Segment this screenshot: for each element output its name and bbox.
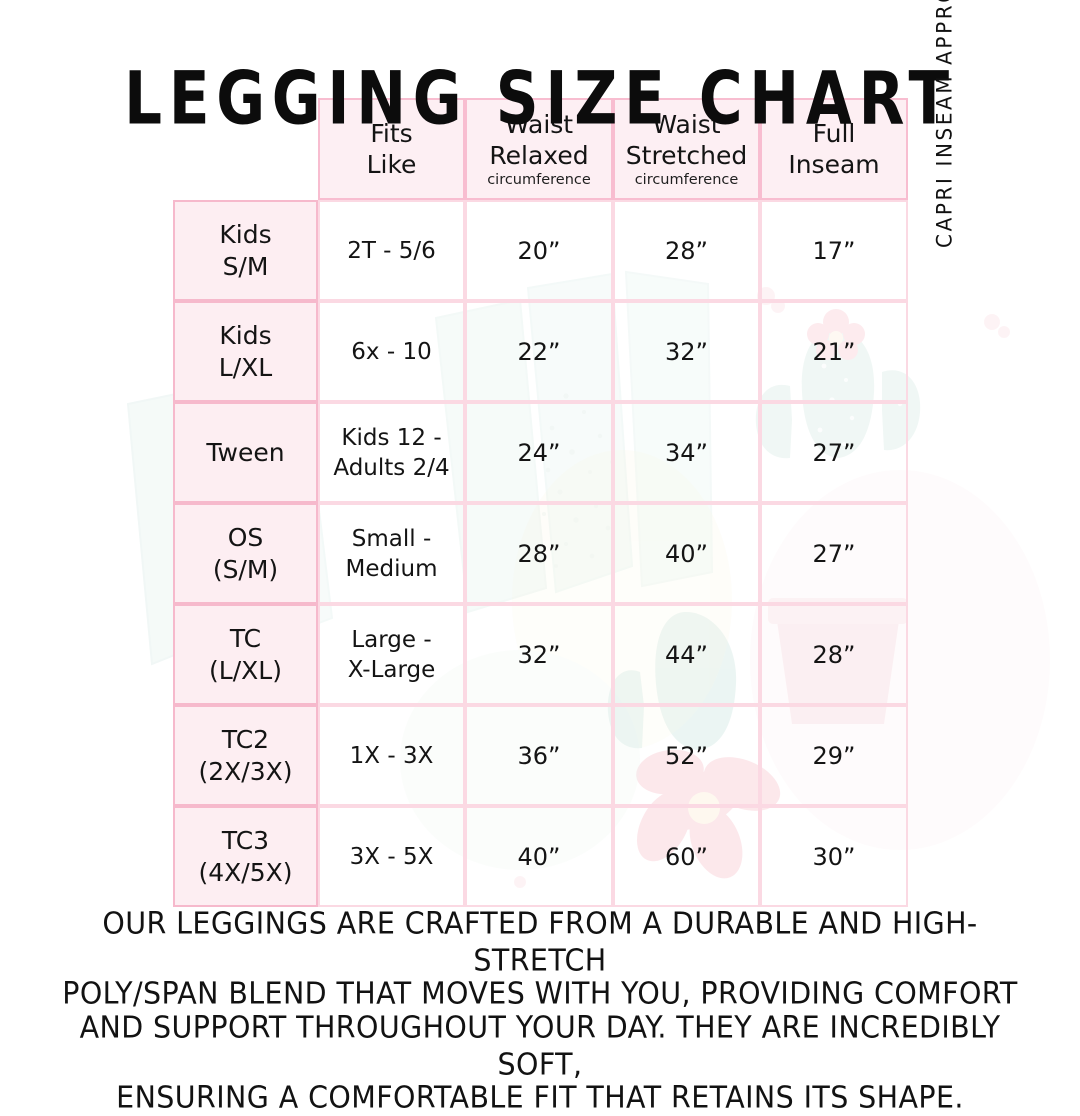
row-label-line1: TC [229,623,262,653]
cell-waist-stretched: 40” [613,503,760,604]
column-header-waist-relaxed: Waist Relaxed circumference [465,98,613,200]
cell-fits-like-line2: Adults 2/4 [333,454,450,481]
footer-line-1: OUR LEGGINGS ARE CRAFTED FROM A DURABLE … [102,905,978,978]
cell-fits-like: 1X - 3X [318,705,465,806]
row-label-line2: S/M [222,251,269,281]
row-label-line2: (2X/3X) [198,756,293,786]
cell-waist-stretched: 32” [613,301,760,402]
table-row: OS (S/M) Small - Medium 28” 40” 27” [173,503,908,604]
cell-fits-like-line1: 6x - 10 [351,338,432,365]
table-row: TC2 (2X/3X) 1X - 3X 36” 52” 29” [173,705,908,806]
cell-waist-relaxed: 20” [465,200,613,301]
table-header: Fits Like Waist Relaxed circumference Wa… [173,98,908,200]
table-header-row: Fits Like Waist Relaxed circumference Wa… [173,98,908,200]
cell-waist-relaxed: 36” [465,705,613,806]
row-label-kids-lxl: Kids L/XL [173,301,318,402]
table-row: Kids L/XL 6x - 10 22” 32” 21” [173,301,908,402]
footer-line-4: ENSURING A COMFORTABLE FIT THAT RETAINS … [116,1079,964,1115]
column-header-waist-relaxed-line2: Relaxed [489,141,589,170]
row-label-line2: (4X/5X) [198,857,293,887]
cell-fits-like-line2: X-Large [347,656,436,683]
cell-fits-like-line1: 3X - 5X [349,843,434,870]
row-label-line1: OS [227,522,264,552]
cell-fits-like-line1: Kids 12 - [341,424,442,451]
capri-inseam-note: CAPRI INSEAM APPROX 8 INCHES SHORTER [931,0,956,248]
cell-fits-like: Small - Medium [318,503,465,604]
cell-full-inseam: 29” [760,705,908,806]
table-row: Kids S/M 2T - 5/6 20” 28” 17” [173,200,908,301]
cell-waist-stretched: 28” [613,200,760,301]
row-label-tc2-2x3x: TC2 (2X/3X) [173,705,318,806]
cell-waist-relaxed: 24” [465,402,613,503]
row-label-os-sm: OS (S/M) [173,503,318,604]
column-header-waist-stretched-sub: circumference [634,172,739,188]
column-header-fits-like-line2: Like [366,150,417,179]
row-label-tc3-4x5x: TC3 (4X/5X) [173,806,318,907]
cell-fits-like: 6x - 10 [318,301,465,402]
page-title: LEGGING SIZE CHART [124,54,956,141]
cell-full-inseam: 30” [760,806,908,907]
row-label-line1: Tween [206,437,285,467]
cell-fits-like-line1: 2T - 5/6 [347,237,436,264]
cell-fits-like-line1: 1X - 3X [349,742,434,769]
cell-waist-relaxed: 32” [465,604,613,705]
row-label-line1: TC3 [221,825,270,855]
cell-waist-relaxed: 28” [465,503,613,604]
column-header-waist-stretched: Waist Stretched circumference [613,98,760,200]
footer-line-2: POLY/SPAN BLEND THAT MOVES WITH YOU, PRO… [62,975,1018,1011]
cell-waist-stretched: 34” [613,402,760,503]
cell-full-inseam: 27” [760,402,908,503]
cell-waist-stretched: 60” [613,806,760,907]
cell-fits-like: 3X - 5X [318,806,465,907]
legging-size-chart-table: Fits Like Waist Relaxed circumference Wa… [173,98,908,907]
cell-fits-like: Kids 12 - Adults 2/4 [318,402,465,503]
cell-fits-like: Large - X-Large [318,604,465,705]
cell-fits-like-line1: Large - [351,626,432,653]
row-label-tween: Tween [173,402,318,503]
column-header-fits-like-line1: Fits [370,119,413,148]
cell-fits-like: 2T - 5/6 [318,200,465,301]
cell-full-inseam: 27” [760,503,908,604]
row-label-line2: L/XL [218,352,273,382]
footer-line-3: AND SUPPORT THROUGHOUT YOUR DAY. THEY AR… [79,1009,1001,1081]
table-row: Tween Kids 12 - Adults 2/4 24” 34” 27” [173,402,908,503]
row-label-tc-lxl: TC (L/XL) [173,604,318,705]
row-label-line2: (L/XL) [209,655,282,685]
row-label-kids-sm: Kids S/M [173,200,318,301]
column-header-waist-stretched-line2: Stretched [625,141,748,170]
column-header-waist-relaxed-sub: circumference [487,172,591,188]
cell-waist-relaxed: 40” [465,806,613,907]
cell-waist-stretched: 52” [613,705,760,806]
column-header-fits-like: Fits Like [318,98,465,200]
column-header-waist-stretched-line1: Waist [652,110,721,139]
table-body: Kids S/M 2T - 5/6 20” 28” 17” Kids L/XL … [173,200,908,907]
row-label-line1: Kids [219,320,272,350]
table-row: TC3 (4X/5X) 3X - 5X 40” 60” 30” [173,806,908,907]
table-row: TC (L/XL) Large - X-Large 32” 44” 28” [173,604,908,705]
cell-full-inseam: 21” [760,301,908,402]
row-label-line2: (S/M) [212,554,279,584]
column-header-full-inseam-line1: Full [812,119,856,148]
cell-waist-relaxed: 22” [465,301,613,402]
row-label-line1: Kids [219,219,272,249]
footer-description: OUR LEGGINGS ARE CRAFTED FROM A DURABLE … [40,905,1040,1115]
cell-full-inseam: 17” [760,200,908,301]
cell-fits-like-line2: Medium [345,555,438,582]
column-header-waist-relaxed-line1: Waist [504,110,574,139]
capri-inseam-note-text: CAPRI INSEAM APPROX 8 INCHES SHORTER [931,0,956,248]
cell-fits-like-line1: Small - [351,525,432,552]
cell-waist-stretched: 44” [613,604,760,705]
cell-full-inseam: 28” [760,604,908,705]
column-header-full-inseam-line2: Inseam [788,150,880,179]
row-label-line1: TC2 [221,724,270,754]
column-header-full-inseam: Full Inseam [760,98,908,200]
